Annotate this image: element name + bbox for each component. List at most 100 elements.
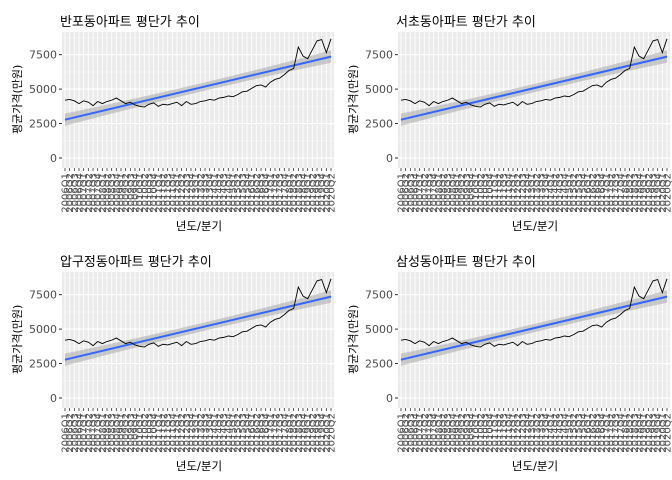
x-tick-label: 2011Q1 [490,413,501,453]
x-tick-label: 2010Q3 [145,413,156,453]
x-tick-label: 2013Q3 [201,413,212,453]
x-tick-label: 2012Q1 [173,413,184,453]
x-tick-label: 2015Q4 [243,173,254,213]
x-tick-label: 2012Q4 [187,173,198,213]
x-tick-label: 2015Q1 [229,413,240,453]
x-tick-label: 2017Q1 [266,413,277,453]
y-tick-label: 0 [50,152,57,165]
x-tick-label: 2007Q1 [415,173,426,213]
x-tick-label: 2010Q1 [135,413,146,453]
x-tick-label: 2010Q3 [481,413,492,453]
x-tick-label: 2016Q4 [261,173,272,213]
x-axis-label: 년도/분기 [175,219,223,233]
y-tick-label: 5000 [365,83,393,96]
chart-panel-apgujeong: 압구정동아파트 평단가 추이 0 2500 5000 7500 2006Q1 2006Q2… [0,240,336,480]
y-tick-label: 0 [386,392,393,405]
x-tick-label: 2006Q2 [401,173,412,213]
x-tick-label: 2008Q3 [443,413,454,453]
x-tick-label: 2017Q4 [616,173,627,213]
x-tick-label: 2010Q4 [149,413,160,453]
x-tick-label: 2018Q4 [299,173,310,213]
x-tick-label: 2016Q2 [588,173,599,213]
x-tick-label: 2006Q2 [65,413,76,453]
trend-line [64,55,332,121]
x-tick-label: 2015Q2 [569,413,580,453]
x-tick-label: 2014Q1 [546,413,557,453]
x-tick-label: 2016Q1 [583,413,594,453]
plot-background [398,272,670,408]
y-tick-label: 7500 [365,49,393,62]
x-tick-label: 2011Q2 [495,173,506,213]
x-tick-label: 2018Q3 [294,413,305,453]
x-tick-label: 2013Q1 [527,413,538,453]
chart-title: 반포동아파트 평단가 추이 [60,15,200,30]
x-tick-label: 2009Q1 [117,173,128,213]
x-tick-label: 2014Q2 [215,413,226,453]
x-tick-label: 2017Q4 [616,413,627,453]
x-tick-label: 2013Q4 [541,413,552,453]
x-tick-label: 2020Q2 [327,173,337,213]
x-tick-label: 2019Q1 [303,173,314,213]
x-tick-label: 2013Q2 [532,173,543,213]
x-tick-label: 2006Q4 [411,173,422,213]
plot-background [62,32,334,168]
chart-svg: 02500500075002006Q12006Q22006Q32006Q4200… [29,272,336,453]
x-tick-label: 2013Q2 [196,413,207,453]
x-tick-label: 2007Q3 [425,413,436,453]
x-tick-label: 2012Q2 [177,173,188,213]
x-tick-label: 2009Q3 [462,173,473,213]
x-tick-label: 2020Q2 [663,173,672,213]
x-tick-label: 2007Q2 [420,173,431,213]
x-tick-label: 2008Q2 [439,173,450,213]
x-tick-label: 2011Q1 [490,173,501,213]
x-tick-label: 2020Q2 [663,413,672,453]
chart-panel-samseong: 삼성동아파트 평단가 추이 0 2500 5000 7500 2006Q1 2006Q2 2… [336,240,672,480]
x-tick-label: 2009Q4 [467,173,478,213]
x-tick-label: 2007Q1 [79,413,90,453]
x-tick-label: 2006Q1 [61,173,72,213]
x-tick-label: 2006Q4 [75,173,86,213]
x-tick-label: 2015Q1 [565,173,576,213]
x-tick-label: 2013Q4 [541,173,552,213]
x-tick-label: 2015Q4 [579,173,590,213]
x-tick-label: 2015Q3 [238,413,249,453]
x-tick-label: 2013Q1 [527,173,538,213]
x-tick-label: 2012Q2 [177,413,188,453]
x-tick-label: 2016Q2 [252,173,263,213]
x-tick-label: 2007Q3 [425,173,436,213]
x-tick-label: 2018Q4 [635,173,646,213]
x-tick-label: 2009Q2 [121,173,132,213]
x-tick-label: 2009Q3 [462,413,473,453]
x-tick-label: 2016Q2 [252,413,263,453]
x-tick-label: 2007Q4 [93,173,104,213]
x-tick-label: 2007Q3 [89,413,100,453]
trend-line [400,295,668,361]
y-tick-label: 7500 [29,49,57,62]
x-tick-label: 2011Q2 [159,173,170,213]
x-tick-label: 2010Q3 [481,173,492,213]
x-tick-label: 2010Q3 [145,173,156,213]
chart-svg: 02500500075002006Q12006Q22006Q32006Q4200… [29,32,337,213]
x-tick-label: 2008Q1 [98,173,109,213]
x-tick-label: 2008Q4 [448,173,459,213]
x-tick-label: 2009Q2 [457,413,468,453]
y-axis-label: 평균가격(만원) [347,64,360,134]
x-tick-label: 2020Q1 [322,173,333,213]
y-tick-label: 2500 [29,118,57,131]
x-tick-label: 2010Q1 [135,173,146,213]
x-tick-label: 2010Q2 [476,413,487,453]
x-tick-label: 2015Q3 [238,173,249,213]
x-tick-label: 2013Q2 [196,173,207,213]
x-tick-label: 2016Q2 [588,413,599,453]
x-tick-label: 2017Q3 [275,413,286,453]
x-tick-label: 2013Q3 [537,413,548,453]
x-tick-label: 2014Q4 [560,413,571,453]
chart-panel-seocho: 서초동아파트 평단가 추이 0 2500 5000 7500 2006Q1 2006Q2 2… [336,0,672,240]
x-tick-label: 2011Q1 [154,173,165,213]
x-tick-label: 2014Q4 [560,173,571,213]
x-tick-label: 2016Q1 [247,173,258,213]
x-tick-label: 2014Q1 [546,173,557,213]
x-tick-label: 2006Q2 [401,413,412,453]
x-tick-label: 2013Q2 [532,413,543,453]
